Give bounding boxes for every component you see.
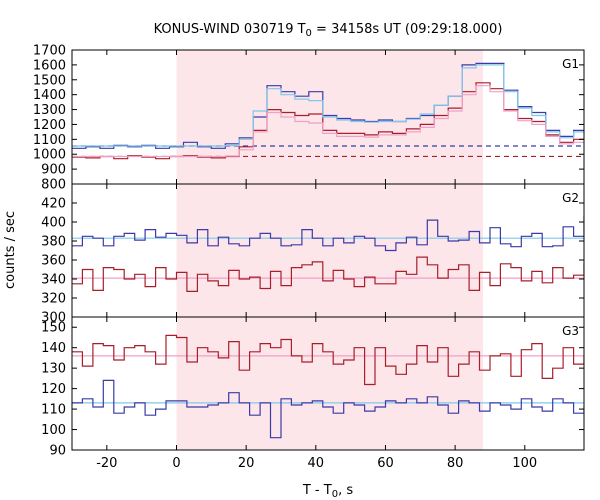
- y-tick-label: 320: [41, 292, 66, 307]
- x-axis-label: T - T0, s: [302, 483, 353, 500]
- series-blue-step-2: [72, 215, 584, 252]
- y-tick-label: 1400: [33, 88, 66, 103]
- series-red-step-3: [72, 256, 584, 292]
- plot-area: [72, 62, 584, 160]
- series-blue-step-0: [72, 62, 584, 149]
- y-tick-label: 90: [49, 444, 66, 459]
- plot-area: [72, 334, 584, 439]
- panel-label: G1: [562, 57, 579, 71]
- y-tick-label: 150: [41, 321, 66, 336]
- plot-area: [72, 215, 584, 292]
- y-tick-label: 1700: [33, 44, 66, 59]
- x-tick-label: 60: [377, 456, 394, 471]
- y-tick-label: 1000: [33, 148, 66, 163]
- y-tick-label: 1500: [33, 73, 66, 88]
- y-tick-label: 1600: [33, 58, 66, 73]
- x-tick-label: 40: [308, 456, 325, 471]
- panel-frame: [71, 316, 585, 451]
- y-tick-label: 110: [41, 403, 66, 418]
- series-red-fit-3: [72, 85, 584, 158]
- highlight-interval: [176, 317, 483, 450]
- panel-g2: 300 320 340 360 380 400 420 G2: [41, 183, 585, 326]
- series-blue-fit-2: [72, 64, 584, 147]
- panel-label: G2: [562, 191, 579, 205]
- y-tick-label: 300: [41, 311, 66, 326]
- y-tick-label: 900: [41, 163, 66, 178]
- x-tick-label: 80: [447, 456, 464, 471]
- x-tick-label: 20: [238, 456, 255, 471]
- y-tick-label: 140: [41, 341, 66, 356]
- y-tick-label: 800: [41, 178, 66, 193]
- y-tick-label: 340: [41, 273, 66, 288]
- y-tick-label: 120: [41, 382, 66, 397]
- y-tick-label: 360: [41, 254, 66, 269]
- y-tick-label: 400: [41, 216, 66, 231]
- series-blue-step-2: [72, 379, 584, 439]
- chart-title: KONUS-WIND 030719 T0 = 34158s UT (09:29:…: [154, 22, 503, 39]
- panels-group: 80090010001100120013001400150016001700G1…: [33, 44, 585, 471]
- y-tick-label: 1100: [33, 133, 66, 148]
- y-tick-label: 380: [41, 235, 66, 250]
- y-tick-label: 1300: [33, 103, 66, 118]
- y-tick-label: 100: [41, 423, 66, 438]
- panel-g3: 90 100 110 120 130 140 150 G3: [41, 316, 585, 459]
- y-tick-label: 420: [41, 197, 66, 212]
- x-tick-label: 0: [172, 456, 180, 471]
- highlight-interval: [176, 184, 483, 317]
- y-tick-label: 1200: [33, 118, 66, 133]
- x-tick-label: 100: [512, 456, 537, 471]
- x-tick-label: -20: [96, 456, 117, 471]
- series-red-step-3: [72, 334, 584, 386]
- panel-label: G3: [562, 324, 579, 338]
- y-tick-label: 130: [41, 362, 66, 377]
- y-axis-label: counts / sec: [3, 211, 18, 289]
